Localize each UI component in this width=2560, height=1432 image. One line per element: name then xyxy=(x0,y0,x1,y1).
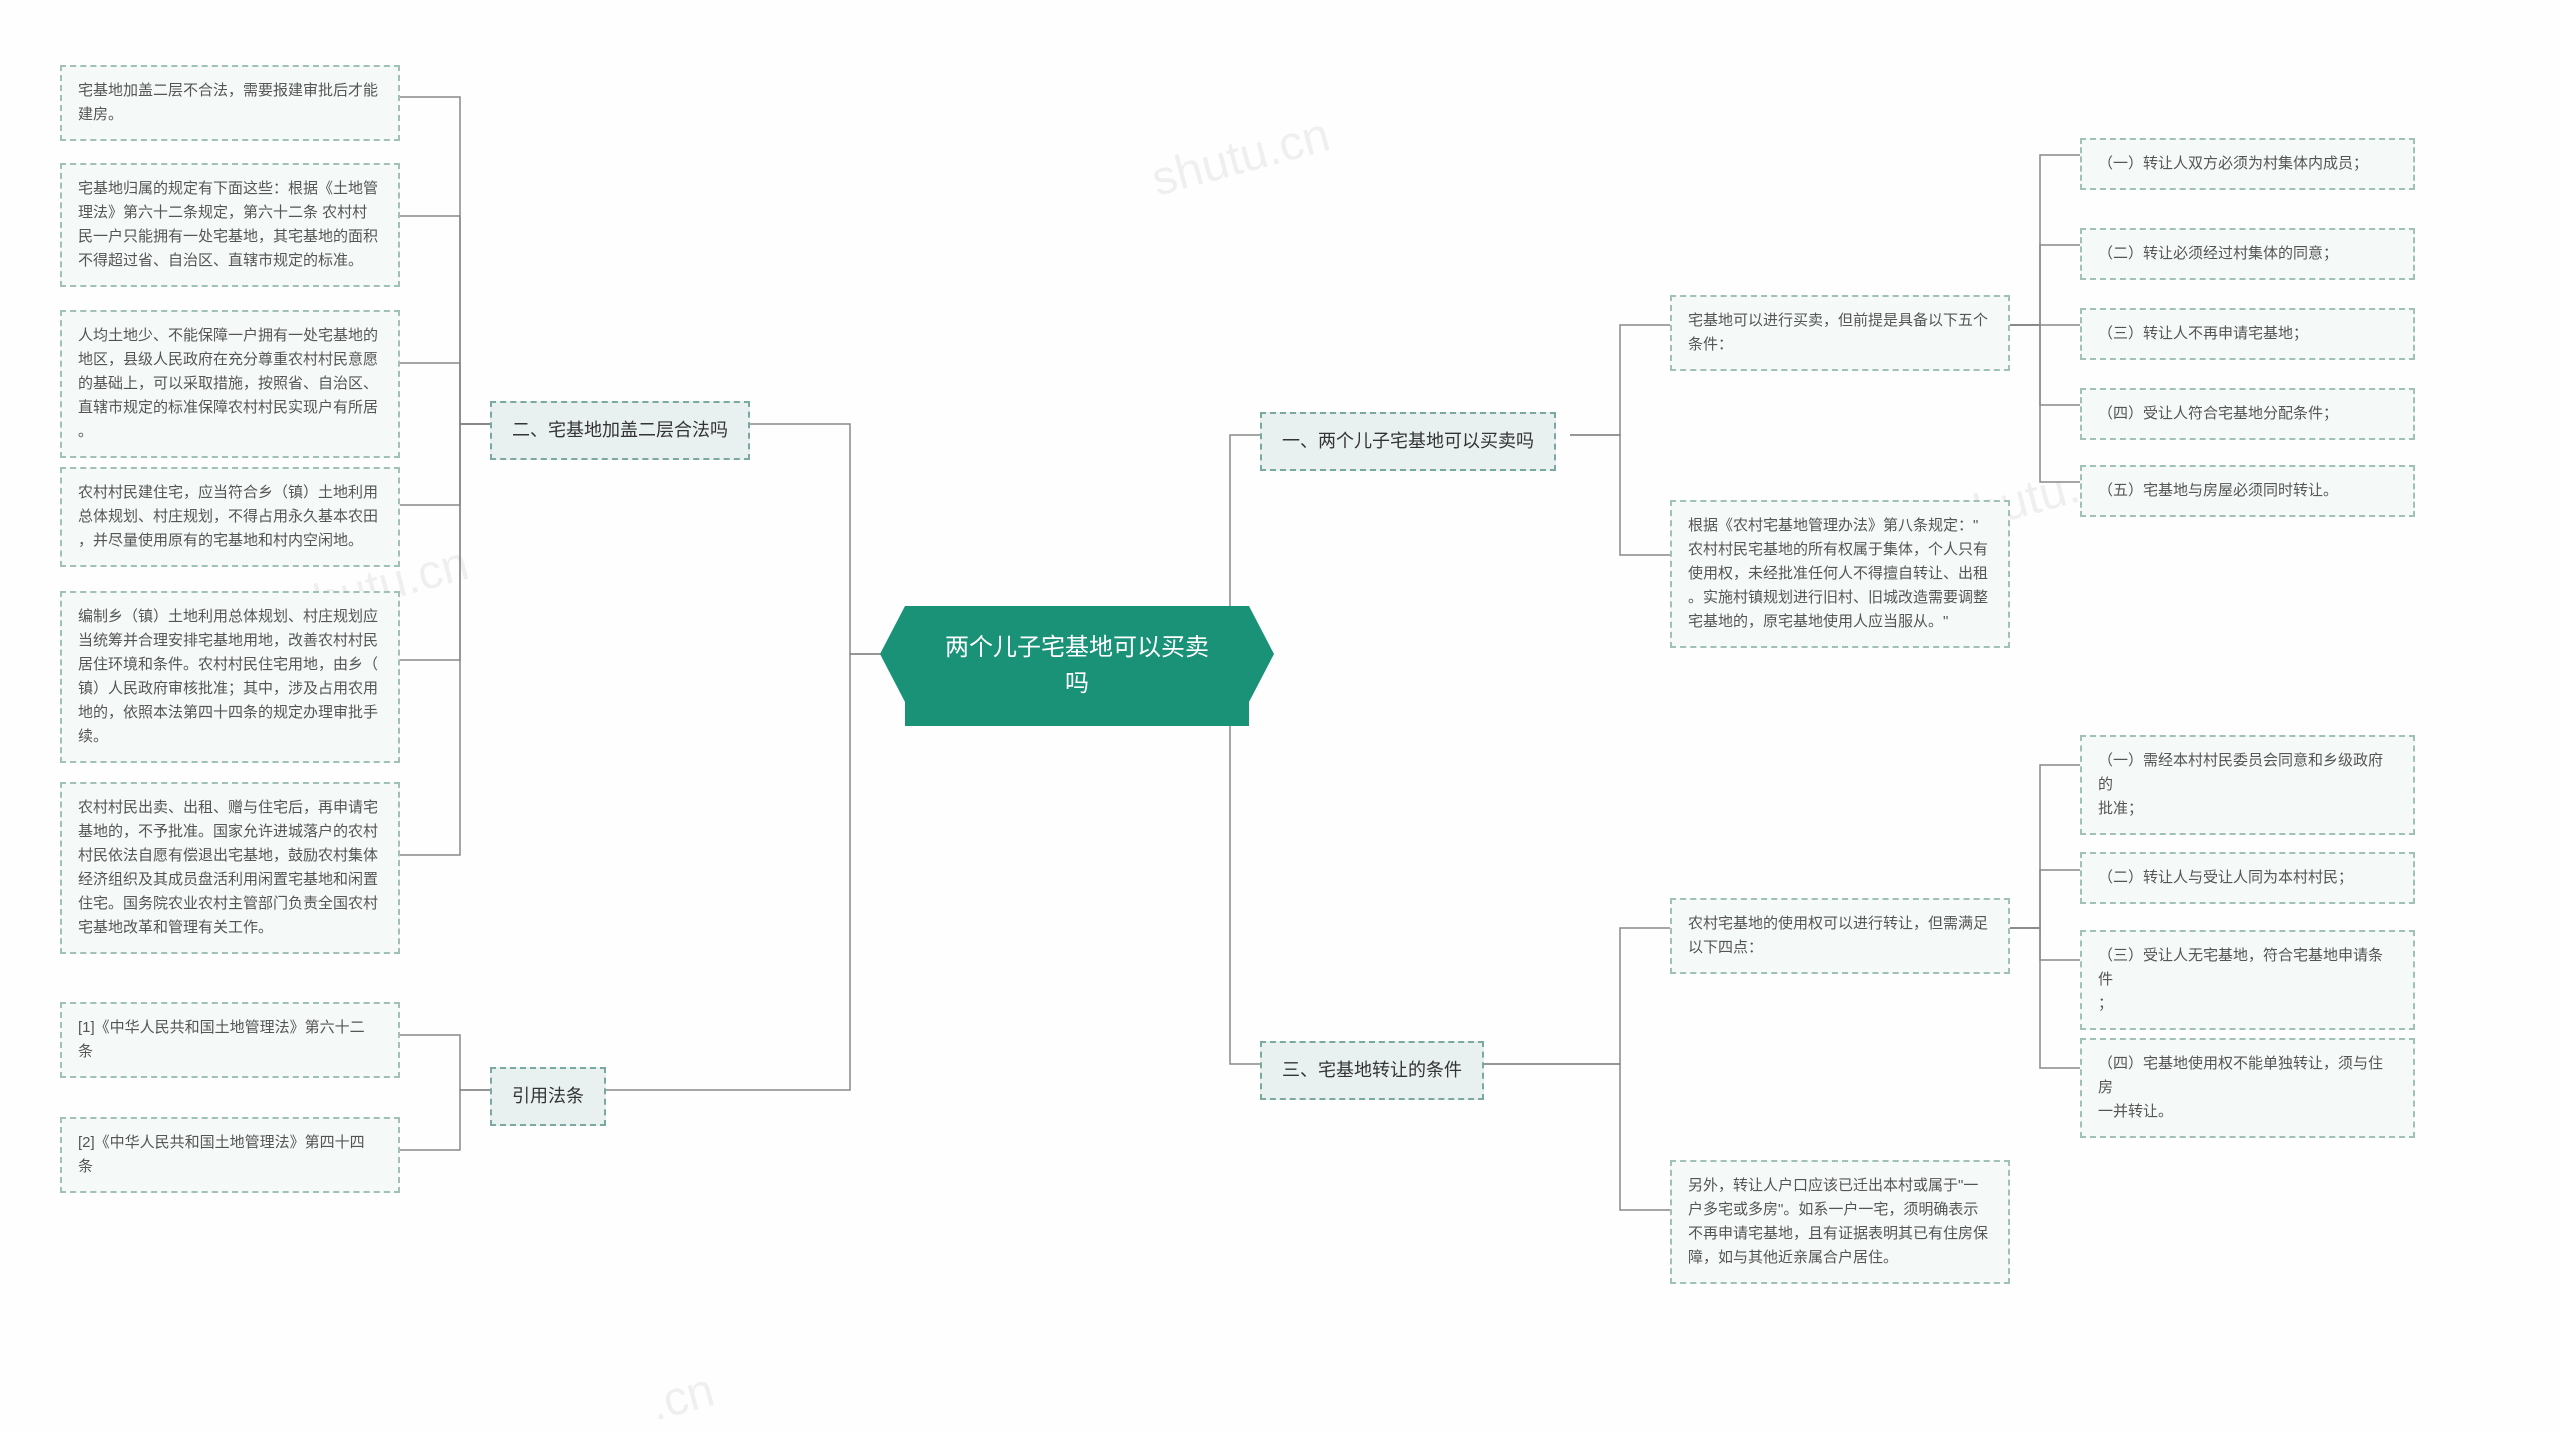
watermark: .cn xyxy=(644,1363,720,1432)
leaf-b1-c2: （二）转让必须经过村集体的同意； xyxy=(2080,228,2415,280)
leaf-b1-c3: （三）转让人不再申请宅基地； xyxy=(2080,308,2415,360)
leaf-b1-intro: 宅基地可以进行买卖，但前提是具备以下五个 条件： xyxy=(1670,295,2010,371)
leaf-b3-c3: （三）受让人无宅基地，符合宅基地申请条件 ； xyxy=(2080,930,2415,1030)
leaf-b2-c4: 农村村民建住宅，应当符合乡（镇）土地利用 总体规划、村庄规划，不得占用永久基本农… xyxy=(60,467,400,567)
leaf-b3-note: 另外，转让人户口应该已迁出本村或属于"一 户多宅或多房"。如系一户一宅，须明确表… xyxy=(1670,1160,2010,1284)
leaf-b3-c2: （二）转让人与受让人同为本村村民； xyxy=(2080,852,2415,904)
branch-label: 引用法条 xyxy=(512,1086,584,1106)
leaf-b4-c1: [1]《中华人民共和国土地管理法》第六十二 条 xyxy=(60,1002,400,1078)
leaf-b2-c6: 农村村民出卖、出租、赠与住宅后，再申请宅 基地的，不予批准。国家允许进城落户的农… xyxy=(60,782,400,954)
branch-label: 一、两个儿子宅基地可以买卖吗 xyxy=(1282,431,1534,451)
root-label: 两个儿子宅基地可以买卖 吗 xyxy=(945,634,1209,697)
leaf-b3-intro: 农村宅基地的使用权可以进行转让，但需满足 以下四点： xyxy=(1670,898,2010,974)
leaf-b1-c5: （五）宅基地与房屋必须同时转让。 xyxy=(2080,465,2415,517)
leaf-b2-c3: 人均土地少、不能保障一户拥有一处宅基地的 地区，县级人民政府在充分尊重农村村民意… xyxy=(60,310,400,458)
branch-3[interactable]: 三、宅基地转让的条件 xyxy=(1260,1041,1484,1100)
branch-2[interactable]: 二、宅基地加盖二层合法吗 xyxy=(490,401,750,460)
watermark: shutu.cn xyxy=(1146,107,1336,207)
leaf-b2-c5: 编制乡（镇）土地利用总体规划、村庄规划应 当统筹并合理安排宅基地用地，改善农村村… xyxy=(60,591,400,763)
leaf-b3-c1: （一）需经本村村民委员会同意和乡级政府的 批准； xyxy=(2080,735,2415,835)
leaf-b4-c2: [2]《中华人民共和国土地管理法》第四十四 条 xyxy=(60,1117,400,1193)
leaf-b1-note: 根据《农村宅基地管理办法》第八条规定：" 农村村民宅基地的所有权属于集体，个人只… xyxy=(1670,500,2010,648)
leaf-b2-c2: 宅基地归属的规定有下面这些：根据《土地管 理法》第六十二条规定，第六十二条 农村… xyxy=(60,163,400,287)
leaf-b2-c1: 宅基地加盖二层不合法，需要报建审批后才能 建房。 xyxy=(60,65,400,141)
branch-4[interactable]: 引用法条 xyxy=(490,1067,606,1126)
leaf-b1-c1: （一）转让人双方必须为村集体内成员； xyxy=(2080,138,2415,190)
branch-1[interactable]: 一、两个儿子宅基地可以买卖吗 xyxy=(1260,412,1556,471)
root-node: 两个儿子宅基地可以买卖 吗 xyxy=(905,606,1249,726)
branch-label: 三、宅基地转让的条件 xyxy=(1282,1060,1462,1080)
leaf-b1-c4: （四）受让人符合宅基地分配条件； xyxy=(2080,388,2415,440)
leaf-b3-c4: （四）宅基地使用权不能单独转让，须与住房 一并转让。 xyxy=(2080,1038,2415,1138)
branch-label: 二、宅基地加盖二层合法吗 xyxy=(512,420,728,440)
